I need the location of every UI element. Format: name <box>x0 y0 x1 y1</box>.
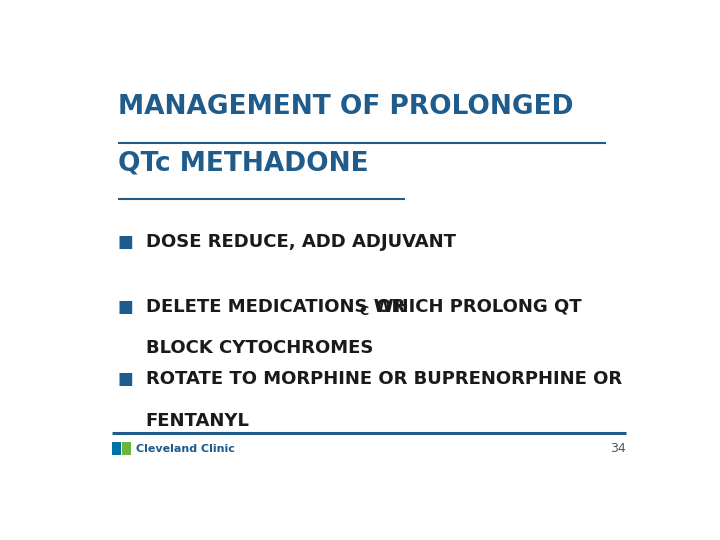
Text: ■: ■ <box>118 298 134 316</box>
FancyBboxPatch shape <box>122 442 131 455</box>
Text: OR: OR <box>369 298 405 316</box>
Text: C: C <box>360 305 369 318</box>
Text: DELETE MEDICATIONS WHICH PROLONG QT: DELETE MEDICATIONS WHICH PROLONG QT <box>145 298 582 316</box>
Text: BLOCK CYTOCHROMES: BLOCK CYTOCHROMES <box>145 339 373 357</box>
Text: DOSE REDUCE, ADD ADJUVANT: DOSE REDUCE, ADD ADJUVANT <box>145 233 456 251</box>
Text: ROTATE TO MORPHINE OR BUPRENORPHINE OR: ROTATE TO MORPHINE OR BUPRENORPHINE OR <box>145 370 622 388</box>
Text: ■: ■ <box>118 233 134 251</box>
Text: ■: ■ <box>118 370 134 388</box>
FancyBboxPatch shape <box>112 442 121 455</box>
Text: QTc METHADONE: QTc METHADONE <box>118 150 369 176</box>
Text: 34: 34 <box>610 442 626 455</box>
Text: Cleveland Clinic: Cleveland Clinic <box>136 443 235 454</box>
Text: MANAGEMENT OF PROLONGED: MANAGEMENT OF PROLONGED <box>118 94 573 120</box>
Text: FENTANYL: FENTANYL <box>145 412 250 430</box>
